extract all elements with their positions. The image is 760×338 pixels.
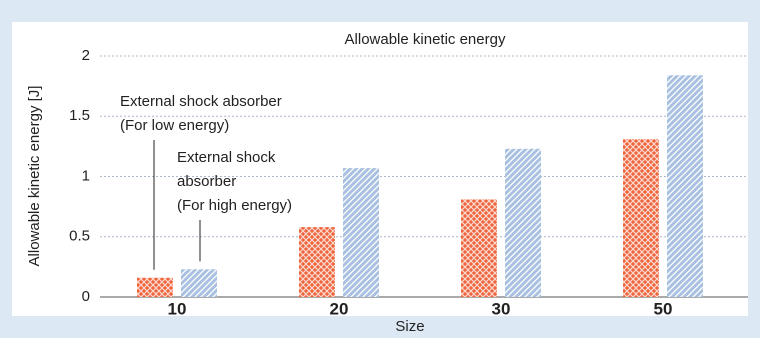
x-axis-label: Size xyxy=(395,318,424,335)
y-tick-label: 1.5 xyxy=(69,107,90,124)
y-tick-label: 1 xyxy=(82,167,90,184)
bar xyxy=(505,148,541,297)
y-tick-label: 2 xyxy=(82,47,90,64)
bar xyxy=(181,269,217,297)
bar xyxy=(667,75,703,297)
bar xyxy=(299,227,335,297)
x-tick-label: 30 xyxy=(492,299,511,318)
y-tick-label: 0 xyxy=(82,288,90,305)
chart-title: Allowable kinetic energy xyxy=(345,31,506,48)
legend-label: absorber xyxy=(177,173,236,190)
x-tick-label: 20 xyxy=(330,299,349,318)
y-tick-label: 0.5 xyxy=(69,228,90,245)
y-axis-label: Allowable kinetic energy [J] xyxy=(26,86,43,267)
x-tick-label: 50 xyxy=(654,299,673,318)
bar xyxy=(343,168,379,297)
legend-label: External shock xyxy=(177,149,276,166)
legend-label: (For high energy) xyxy=(177,197,292,214)
x-tick-label: 10 xyxy=(168,299,187,318)
bar xyxy=(461,199,497,297)
legend-label: External shock absorber xyxy=(120,93,282,110)
legend-label: (For low energy) xyxy=(120,117,229,134)
bar xyxy=(137,277,173,297)
bar xyxy=(623,139,659,297)
